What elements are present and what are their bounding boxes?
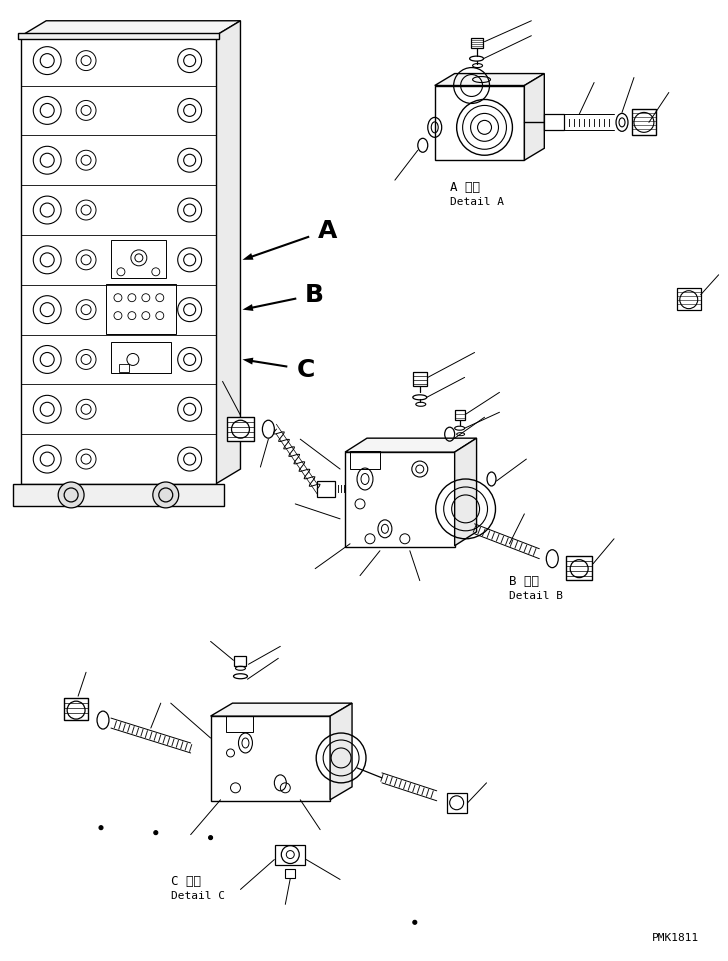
Polygon shape (435, 75, 545, 86)
Bar (21, 37, 215, 484)
Bar (455, 411, 464, 421)
Bar (234, 656, 247, 667)
Bar (285, 869, 296, 878)
Polygon shape (242, 254, 253, 260)
Bar (317, 481, 335, 498)
Circle shape (154, 831, 158, 835)
Bar (18, 34, 218, 39)
Text: Detail C: Detail C (171, 891, 225, 900)
Bar (345, 453, 455, 547)
Text: Detail A: Detail A (450, 197, 504, 207)
Bar (106, 284, 175, 334)
Circle shape (58, 482, 84, 508)
Polygon shape (210, 703, 352, 716)
Bar (435, 86, 524, 161)
Bar (470, 38, 483, 49)
Circle shape (153, 482, 178, 508)
Polygon shape (242, 305, 253, 311)
Bar (226, 716, 253, 732)
Bar (119, 365, 129, 373)
Bar (226, 418, 254, 442)
Bar (111, 240, 166, 279)
Bar (632, 111, 656, 136)
Text: B 詳細: B 詳細 (510, 574, 539, 587)
Text: PMK1811: PMK1811 (652, 932, 699, 942)
Bar (275, 845, 305, 865)
Bar (566, 556, 592, 580)
Polygon shape (215, 22, 240, 484)
Text: A 詳細: A 詳細 (450, 181, 480, 194)
Bar (447, 793, 467, 813)
Circle shape (99, 825, 103, 829)
Polygon shape (345, 439, 477, 453)
Polygon shape (21, 22, 240, 37)
Text: Detail B: Detail B (510, 590, 563, 600)
Bar (350, 452, 380, 470)
Bar (677, 288, 701, 310)
Text: B: B (305, 283, 324, 307)
Bar (111, 342, 171, 374)
Text: C: C (296, 358, 314, 382)
Bar (13, 484, 223, 506)
Polygon shape (524, 75, 545, 161)
Polygon shape (455, 439, 477, 546)
Bar (545, 115, 564, 132)
Polygon shape (242, 358, 253, 365)
Polygon shape (330, 703, 352, 800)
Bar (64, 699, 88, 721)
Circle shape (209, 836, 213, 840)
Circle shape (413, 921, 417, 924)
Bar (413, 373, 427, 387)
Text: C 詳細: C 詳細 (171, 875, 201, 888)
Text: A: A (318, 219, 338, 243)
Bar (210, 716, 330, 801)
